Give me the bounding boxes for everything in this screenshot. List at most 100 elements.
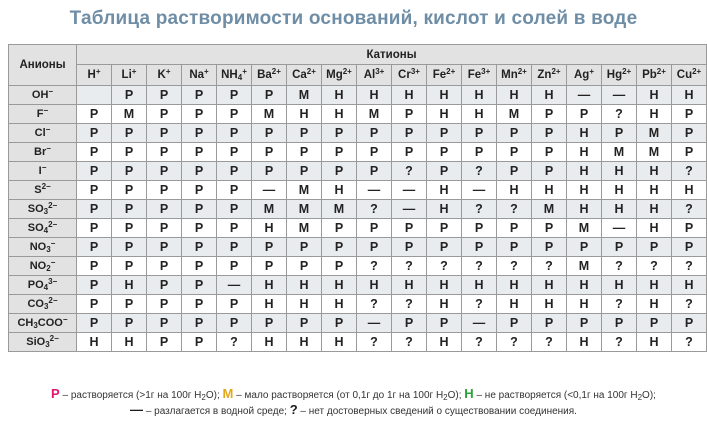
solubility-cell: Н — [391, 275, 427, 295]
solubility-cell: Р — [356, 123, 392, 143]
solubility-cell: Р — [76, 104, 112, 124]
solubility-cell: ? — [461, 332, 497, 352]
solubility-cell: Р — [146, 180, 182, 200]
solubility-cell: Р — [181, 123, 217, 143]
solubility-cell: Р — [391, 104, 427, 124]
legend-line-1: Р – растворяется (>1г на 100г H2O); М – … — [0, 386, 707, 404]
solubility-cell: Р — [181, 237, 217, 257]
solubility-cell: Р — [496, 123, 532, 143]
anion-header: I− — [8, 161, 77, 181]
solubility-cell: — — [216, 275, 252, 295]
solubility-cell: Н — [461, 85, 497, 105]
solubility-cell: Н — [391, 85, 427, 105]
solubility-cell: Р — [216, 161, 252, 181]
solubility-cell: Н — [531, 85, 567, 105]
table-row: OH− Р Р Р Р Р М Н Н Н Н Н Н Н — — Н Н — [8, 85, 707, 105]
solubility-cell: Р — [391, 142, 427, 162]
solubility-cell: Р — [111, 218, 147, 238]
solubility-cell: Н — [601, 275, 637, 295]
solubility-cell: ? — [671, 256, 707, 276]
solubility-cell: Р — [181, 85, 217, 105]
cations-header: Катионы — [76, 44, 707, 65]
cation-header: Cu2+ — [671, 64, 707, 86]
solubility-cell: Р — [76, 275, 112, 295]
solubility-cell: Н — [321, 294, 357, 314]
solubility-cell: Н — [286, 332, 322, 352]
solubility-cell: М — [356, 104, 392, 124]
solubility-cell: М — [286, 85, 322, 105]
solubility-cell: Н — [461, 104, 497, 124]
solubility-cell: ? — [671, 294, 707, 314]
solubility-cell: Р — [321, 313, 357, 333]
solubility-cell: — — [461, 313, 497, 333]
solubility-cell: ? — [391, 332, 427, 352]
solubility-cell: ? — [461, 161, 497, 181]
page-title: Таблица растворимости оснований, кислот … — [69, 8, 638, 29]
solubility-cell: Р — [76, 256, 112, 276]
legend-key-soluble: Р — [51, 386, 60, 401]
anion-header: CO32− — [8, 294, 77, 314]
solubility-cell: Р — [286, 142, 322, 162]
solubility-cell: Н — [321, 104, 357, 124]
solubility-cell: Р — [76, 199, 112, 219]
anion-header: SO42− — [8, 218, 77, 238]
cation-header: H+ — [76, 64, 112, 86]
solubility-cell: Р — [286, 256, 322, 276]
solubility-cell: Р — [286, 237, 322, 257]
solubility-cell: Р — [496, 237, 532, 257]
solubility-cell: Р — [146, 275, 182, 295]
solubility-cell: Р — [251, 123, 287, 143]
solubility-cell: Н — [321, 275, 357, 295]
table-row: PO43− Р Н Р Р — Н Н Н Н Н Н Н Н Н Н Н Н Н — [8, 275, 707, 295]
solubility-cell: Н — [111, 275, 147, 295]
solubility-cell: Р — [216, 294, 252, 314]
solubility-cell: Р — [181, 332, 217, 352]
solubility-cell: — — [601, 218, 637, 238]
solubility-cell: Н — [566, 199, 602, 219]
solubility-cell: Р — [601, 313, 637, 333]
solubility-cell: — — [566, 85, 602, 105]
cation-header: NH4+ — [216, 64, 252, 86]
solubility-cell: Р — [531, 313, 567, 333]
solubility-cell: Р — [426, 218, 462, 238]
anions-header: Анионы — [8, 44, 77, 86]
solubility-cell: — — [461, 180, 497, 200]
solubility-cell: Р — [426, 123, 462, 143]
solubility-cell: Р — [531, 142, 567, 162]
solubility-cell: Н — [566, 180, 602, 200]
solubility-cell: Н — [321, 180, 357, 200]
solubility-cell: Р — [76, 123, 112, 143]
solubility-cell: Н — [636, 275, 672, 295]
solubility-cell: Н — [531, 294, 567, 314]
solubility-cell: ? — [356, 332, 392, 352]
solubility-cell: Р — [321, 218, 357, 238]
table-row: S2− Р Р Р Р Р — М Н — — Н — Н Н Н Н Н Н — [8, 180, 707, 200]
solubility-cell: Р — [181, 256, 217, 276]
solubility-cell: М — [601, 142, 637, 162]
cation-header: Na+ — [181, 64, 217, 86]
solubility-cell: — — [356, 180, 392, 200]
cation-header: Zn2+ — [531, 64, 567, 86]
solubility-cell: Н — [426, 199, 462, 219]
solubility-cell: Р — [356, 218, 392, 238]
solubility-cell: Р — [76, 161, 112, 181]
solubility-cell: ? — [216, 332, 252, 352]
solubility-table: Анионы Катионы H+ Li+ K+ Na+ NH4+ Ba2+ Ca2+ Mg2+ A… — [8, 44, 707, 352]
solubility-cell: Р — [181, 180, 217, 200]
solubility-cell: Р — [251, 313, 287, 333]
solubility-cell: Р — [391, 218, 427, 238]
solubility-cell: Р — [671, 313, 707, 333]
solubility-cell: Н — [566, 123, 602, 143]
solubility-cell: ? — [636, 256, 672, 276]
solubility-cell: Р — [391, 313, 427, 333]
cation-header: Ba2+ — [251, 64, 287, 86]
anion-header: SO32− — [8, 199, 77, 219]
solubility-cell: М — [286, 180, 322, 200]
solubility-cell — [76, 85, 112, 105]
solubility-cell: ? — [496, 256, 532, 276]
solubility-cell: Н — [671, 85, 707, 105]
table-row: F− Р М Р Р Р М Н Н М Р Н Н М Р Р? Н Р — [8, 104, 707, 124]
solubility-cell: Н — [601, 180, 637, 200]
solubility-cell: М — [251, 104, 287, 124]
anion-header: S2− — [8, 180, 77, 200]
